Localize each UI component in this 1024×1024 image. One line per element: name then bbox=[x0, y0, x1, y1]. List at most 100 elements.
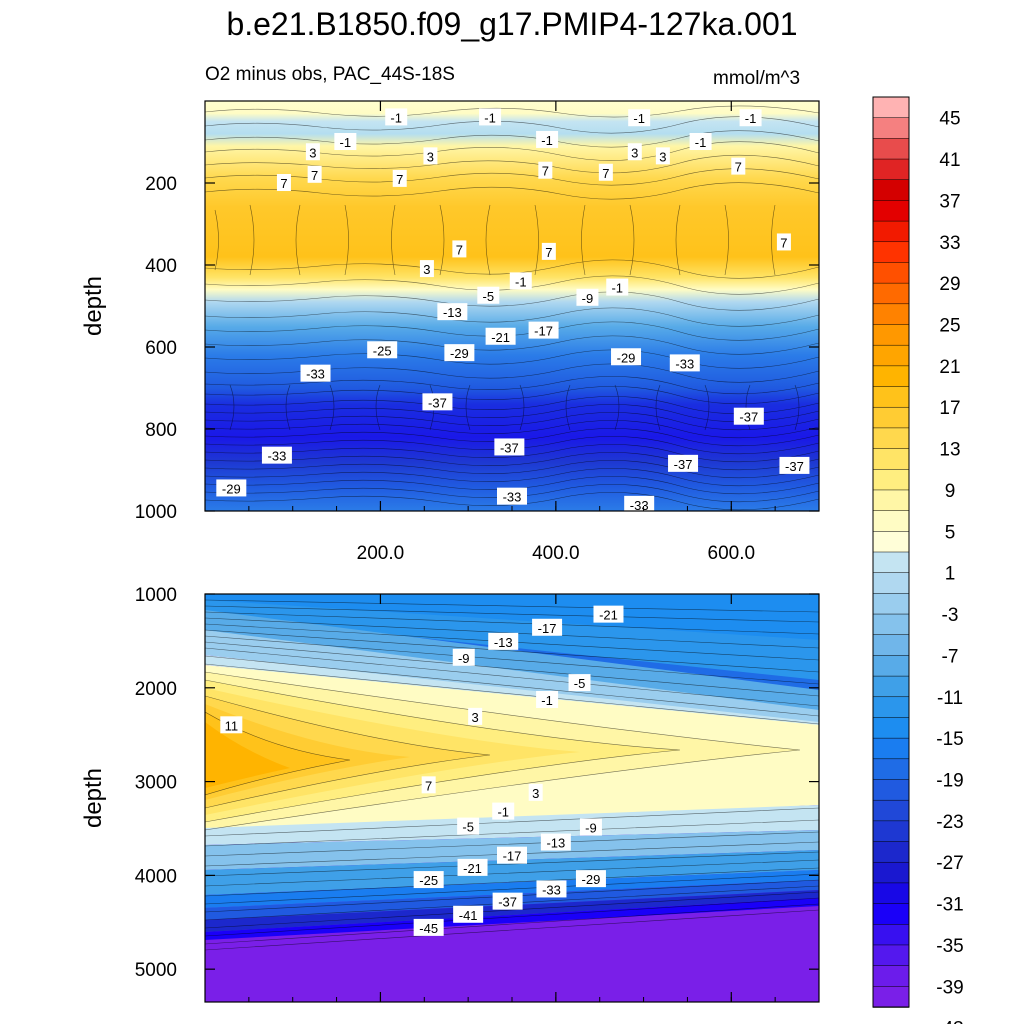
contour-label: 3 bbox=[468, 707, 483, 725]
contour-label-bg bbox=[668, 454, 699, 472]
axes: 200 400 600 800 1000 200.0 400.0 600.0 depth 1000… bbox=[80, 101, 819, 1002]
contour-label: -29 bbox=[575, 870, 606, 888]
contour-label-bg bbox=[541, 242, 556, 260]
contour-label-bg bbox=[216, 479, 247, 497]
colorbar-label: 9 bbox=[945, 481, 956, 502]
contour-label-bg bbox=[457, 858, 488, 876]
contour-label-text: -25 bbox=[419, 873, 438, 888]
contour-label-text: 3 bbox=[631, 145, 638, 160]
contour-label: 7 bbox=[538, 161, 553, 179]
y-tick-label: 600 bbox=[145, 338, 177, 359]
contour-label-text: -1 bbox=[515, 274, 527, 289]
colorbar-label: 17 bbox=[939, 398, 960, 419]
contour-label-text: -1 bbox=[390, 110, 402, 125]
colorbar-frame bbox=[872, 96, 910, 1008]
contour-label: -33 bbox=[536, 880, 567, 898]
upper-panel: -1 -1 -1 -1-1 -1 -13 3 3 377 77 7 77 773-1 -1-5 -9-13-… bbox=[204, 100, 820, 512]
contour-label: -37 bbox=[668, 454, 699, 472]
contour-label: -1 bbox=[536, 130, 559, 148]
contour-label-text: 7 bbox=[425, 778, 432, 793]
contour-label-text: 7 bbox=[602, 166, 609, 181]
colorbar-swatch bbox=[872, 696, 910, 719]
contour-label-text: -5 bbox=[574, 676, 586, 691]
colorbar-swatch bbox=[872, 117, 910, 140]
colorbar-label: 41 bbox=[939, 150, 960, 171]
contour-label-text: -1 bbox=[633, 111, 645, 126]
contour-label-bg bbox=[528, 321, 559, 339]
contour-label-text: 3 bbox=[423, 262, 430, 277]
contour-label-text: -1 bbox=[611, 281, 623, 296]
contour-label-text: -33 bbox=[675, 356, 694, 371]
contour-label-text: -33 bbox=[306, 367, 325, 382]
colorbar-label: -15 bbox=[936, 729, 963, 750]
contour-label-text: 7 bbox=[545, 245, 552, 260]
contour-label-bg bbox=[419, 260, 434, 278]
contour-label: -5 bbox=[457, 817, 480, 835]
contour-label: 7 bbox=[452, 240, 467, 258]
contour-label: -1 bbox=[334, 133, 357, 150]
colorbar-swatch bbox=[872, 406, 910, 429]
contour-label: -33 bbox=[669, 354, 700, 372]
contour-label-bg bbox=[509, 272, 532, 290]
contour-label: -33 bbox=[261, 446, 292, 464]
contour-label-text: -33 bbox=[503, 490, 522, 505]
colorbar-swatch bbox=[872, 655, 910, 677]
contour-label-bg bbox=[627, 143, 642, 161]
contour-label-text: -29 bbox=[450, 346, 469, 361]
contour-label: 3 bbox=[528, 783, 543, 801]
x-tick-label: 400.0 bbox=[532, 543, 580, 564]
contour-label: -21 bbox=[457, 858, 488, 876]
contour-label-text: -17 bbox=[534, 324, 553, 339]
contour-label-text: 3 bbox=[472, 710, 479, 725]
colorbar-swatch bbox=[872, 924, 910, 946]
chart-title: b.e21.B1850.f09_g17.PMIP4-127ka.001 bbox=[226, 6, 798, 42]
contour-label-bg bbox=[575, 870, 606, 888]
x-tick-label: 200.0 bbox=[357, 543, 405, 564]
contour-label-bg bbox=[776, 233, 791, 251]
colorbar-label: 37 bbox=[939, 191, 960, 212]
contour-label-text: -29 bbox=[617, 350, 636, 365]
colorbar-swatch bbox=[872, 903, 910, 926]
contour-label: 7 bbox=[731, 157, 746, 175]
colorbar-swatch bbox=[872, 158, 910, 181]
colorbar-label: -43 bbox=[936, 1019, 963, 1024]
contour-label-text: -37 bbox=[785, 459, 804, 474]
contour-label: -1 bbox=[689, 133, 712, 150]
colorbar-label: -11 bbox=[937, 688, 963, 709]
colorbar-swatch bbox=[872, 799, 910, 822]
contour-label: 3 bbox=[305, 143, 320, 161]
colorbar-label: 1 bbox=[945, 564, 956, 585]
contour-label: -21 bbox=[593, 605, 624, 623]
contour-label-bg bbox=[261, 446, 292, 464]
contour-label-bg bbox=[392, 169, 407, 187]
y-tick-label: 2000 bbox=[135, 679, 177, 700]
contour-label-text: -17 bbox=[538, 621, 557, 636]
contour-label-bg bbox=[452, 648, 475, 666]
colorbar-label: -39 bbox=[936, 977, 963, 998]
x-tick-label: 600.0 bbox=[708, 543, 756, 564]
colorbar-label: -35 bbox=[936, 936, 963, 957]
colorbar-swatch bbox=[872, 344, 910, 367]
contour-label: -37 bbox=[733, 407, 764, 425]
contour-label: -37 bbox=[492, 892, 523, 910]
contour-label-bg bbox=[579, 818, 602, 836]
y-tick-label: 400 bbox=[145, 256, 177, 277]
contour-label-text: -37 bbox=[674, 457, 693, 472]
colorbar-swatch bbox=[872, 986, 910, 1008]
contour-label-bg bbox=[536, 130, 559, 148]
colorbar-label: 5 bbox=[945, 522, 956, 543]
contour-label-text: 7 bbox=[311, 168, 318, 183]
contour-label: -29 bbox=[611, 348, 642, 366]
colorbar-swatch bbox=[872, 572, 910, 595]
y-tick-label: 800 bbox=[145, 420, 177, 441]
contour-label-text: -17 bbox=[503, 849, 522, 864]
contour-label-bg bbox=[733, 407, 764, 425]
contour-label-text: -13 bbox=[546, 836, 565, 851]
contour-label: -21 bbox=[485, 327, 516, 345]
contour-label-bg bbox=[385, 108, 408, 126]
colorbar-label: -19 bbox=[936, 771, 963, 792]
y-axis-label: depth bbox=[80, 768, 107, 828]
contour-label-bg bbox=[779, 456, 810, 474]
colorbar-swatch bbox=[872, 138, 910, 160]
